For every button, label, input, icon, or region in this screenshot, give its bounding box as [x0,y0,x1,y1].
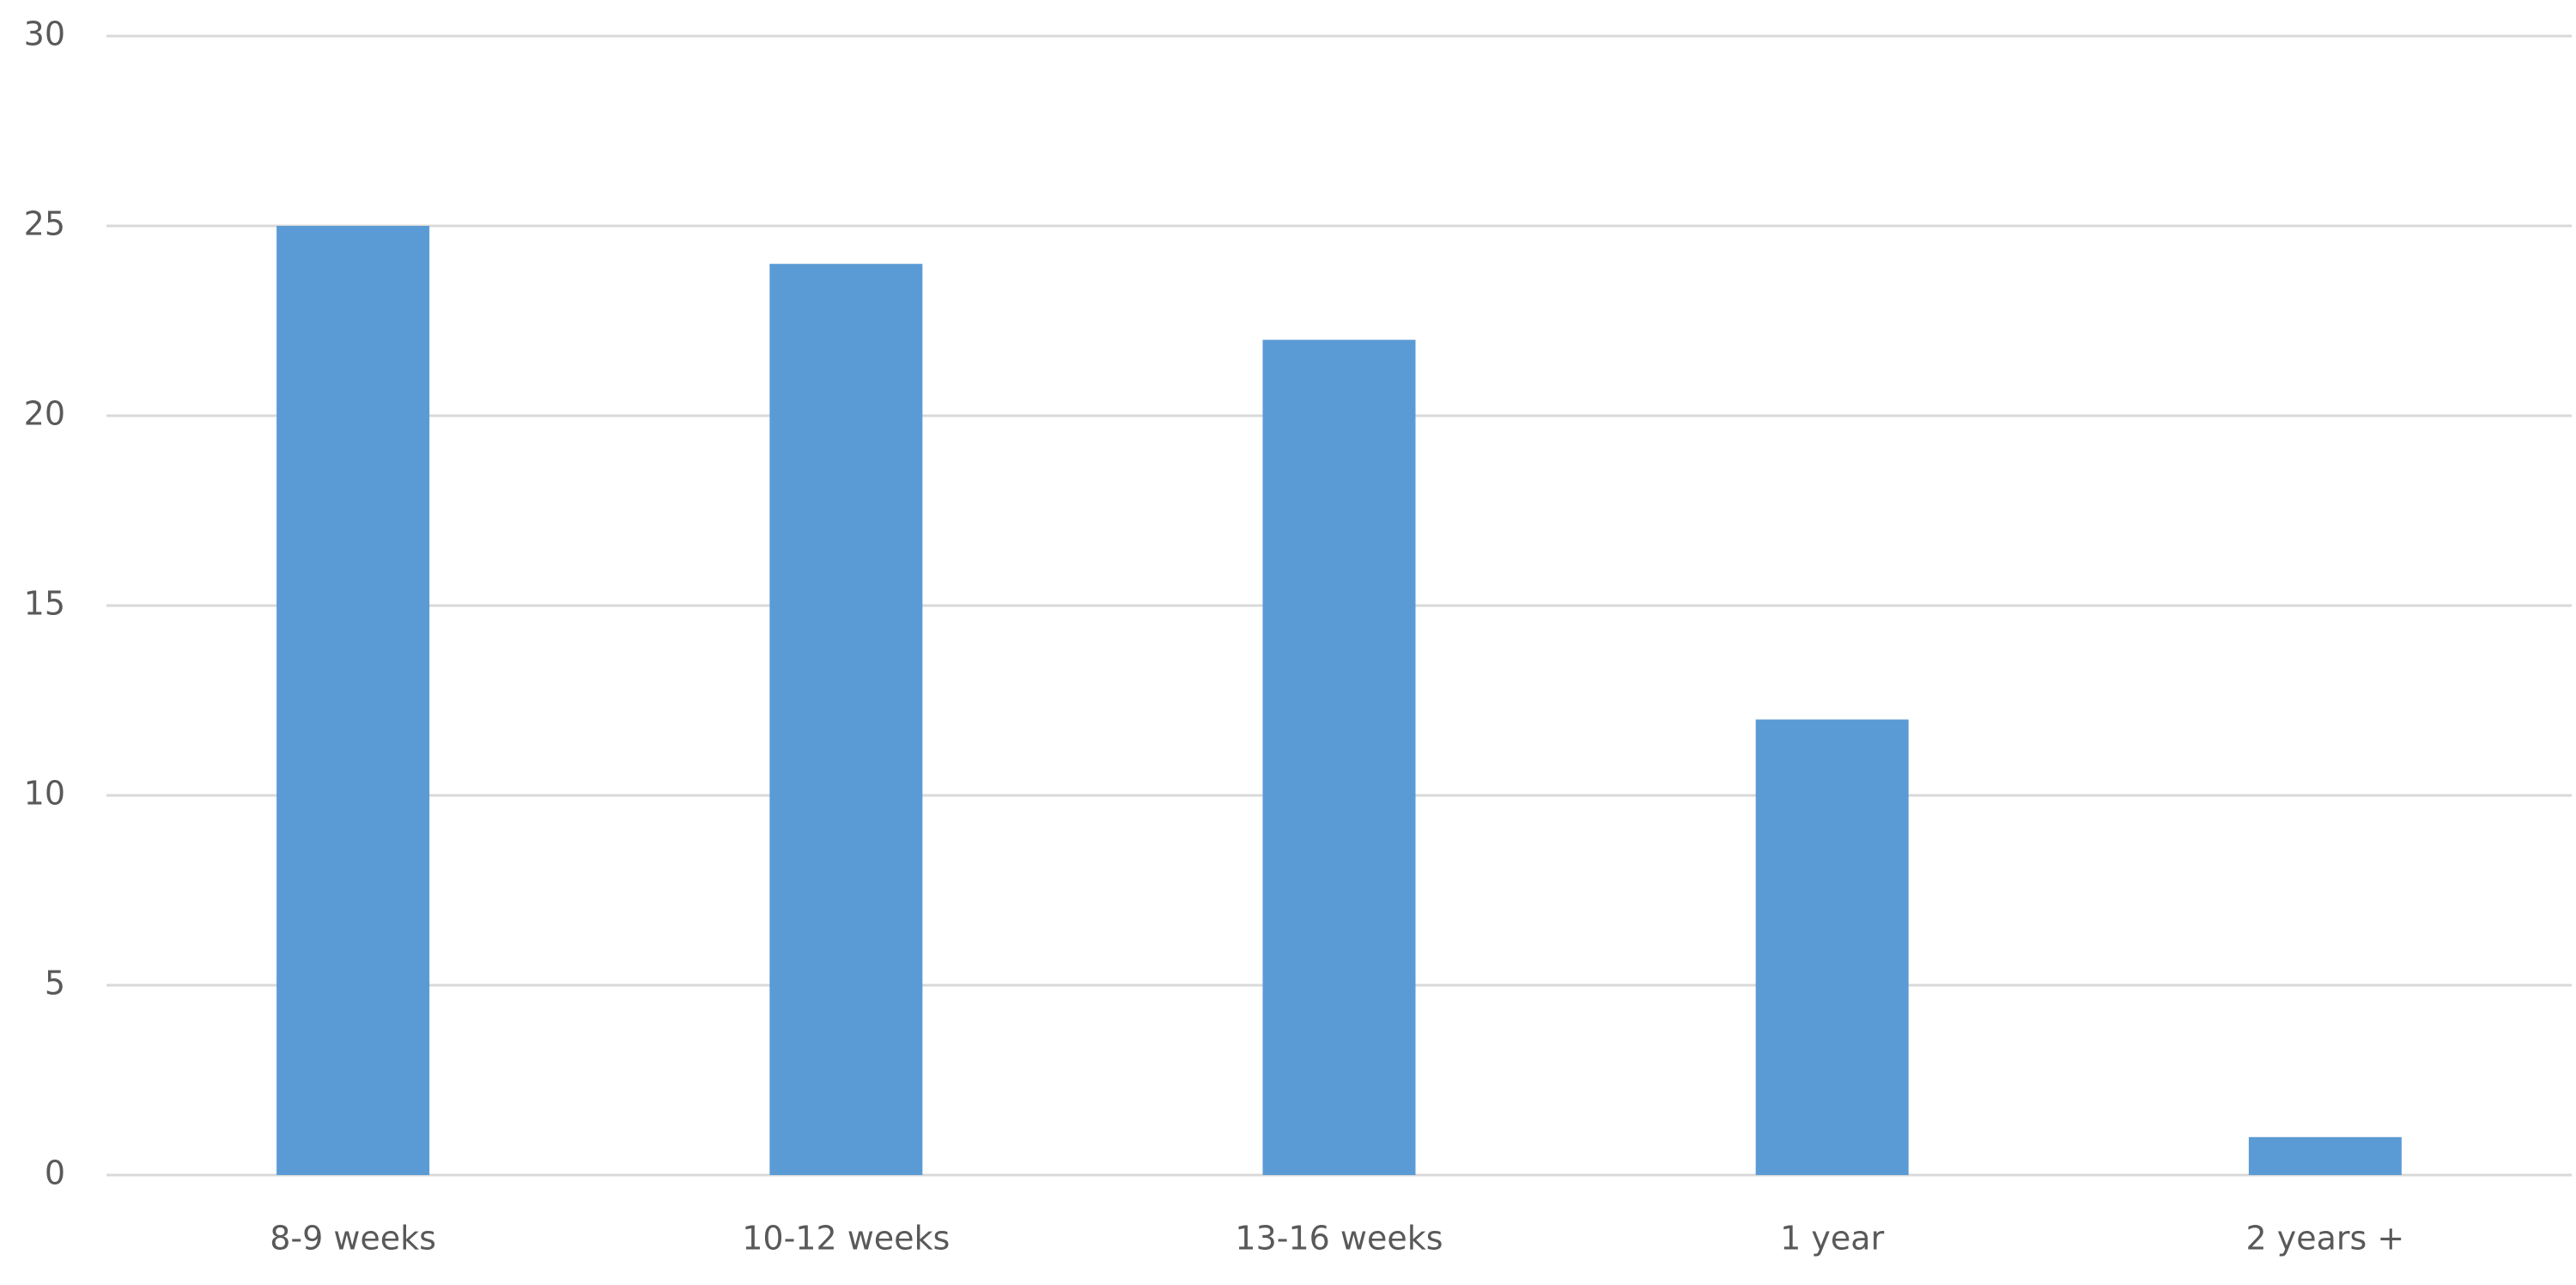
bar [276,226,430,1175]
x-tick-label: 2 years + [2246,1220,2405,1258]
y-tick-label: 0 [45,1154,65,1192]
y-tick-label: 10 [24,775,65,813]
x-tick-label: 10-12 weeks [742,1220,950,1258]
bar [2248,1136,2402,1175]
x-tick-label: 8-9 weeks [270,1220,436,1258]
x-tick-label: 13-16 weeks [1235,1220,1443,1258]
bar [1262,339,1416,1176]
x-tick-label: 1 year [1780,1220,1884,1258]
y-tick-label: 20 [24,395,65,433]
y-tick-label: 15 [24,585,65,623]
y-tick-label: 5 [45,965,65,1002]
bar [769,264,923,1176]
y-tick-label: 30 [24,15,65,53]
bar [1755,719,1909,1175]
y-tick-label: 25 [24,205,65,243]
